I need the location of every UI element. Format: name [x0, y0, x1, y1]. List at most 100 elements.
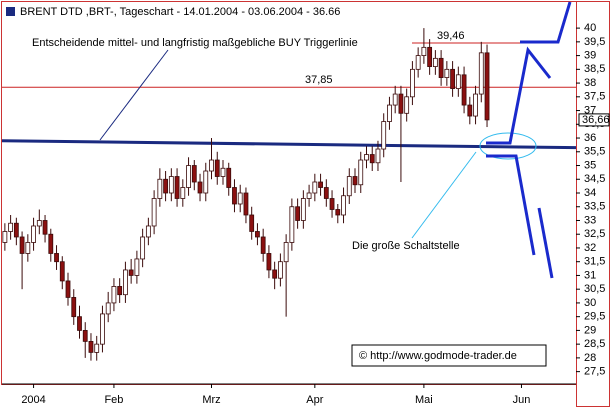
- projection-top: [520, 1, 572, 44]
- candle-body: [283, 242, 289, 263]
- candle-body: [59, 261, 65, 282]
- candle-body: [272, 269, 278, 279]
- candle-body: [335, 209, 341, 216]
- candle-body: [157, 178, 163, 199]
- candle-body: [260, 236, 266, 254]
- candle-body: [36, 220, 42, 227]
- x-tick-label: 2004: [21, 394, 45, 406]
- candle-body: [455, 74, 461, 89]
- candle-body: [427, 46, 433, 67]
- candle-body: [203, 170, 209, 194]
- candle-body: [277, 261, 283, 279]
- y-tick-label: 32,5: [584, 228, 605, 240]
- highlight-ellipse: [479, 132, 537, 160]
- candle-body: [128, 269, 134, 276]
- y-tick-label: 34: [584, 187, 596, 199]
- y-tick-label: 35: [584, 159, 596, 171]
- y-tick-label: 34,5: [584, 173, 605, 185]
- candle-body: [306, 192, 312, 199]
- y-tick-label: 35,5: [584, 146, 605, 158]
- candle-body: [346, 176, 352, 197]
- title-icon: [6, 7, 15, 16]
- y-tick-label: 39: [584, 49, 596, 61]
- candle-body: [151, 198, 157, 227]
- projection-up: [486, 46, 552, 145]
- y-tick-label: 27,5: [584, 366, 605, 378]
- x-tick-label: Mrz: [202, 394, 220, 406]
- y-tick-label: 38: [584, 77, 596, 89]
- candle-body: [375, 148, 381, 164]
- candle-body: [191, 165, 197, 183]
- candle-body: [123, 269, 128, 296]
- candle-body: [410, 68, 415, 98]
- candle-body: [71, 297, 77, 318]
- y-tick-label: 28,5: [584, 338, 605, 350]
- level-label: 37,85: [305, 74, 333, 86]
- annotation-pointer: [99, 49, 169, 141]
- candle-body: [13, 222, 19, 238]
- candle-body: [42, 220, 48, 235]
- y-tick-label: 31,5: [584, 256, 605, 268]
- candle-body: [48, 233, 54, 254]
- y-tick-label: 28: [584, 352, 596, 364]
- candle-body: [358, 159, 364, 186]
- y-tick-label: 40: [584, 22, 596, 34]
- last-price-box: [578, 113, 610, 127]
- candle-body: [180, 187, 186, 199]
- candle-body: [2, 231, 8, 243]
- candle-body: [255, 231, 260, 238]
- projection-down: [486, 154, 536, 256]
- candle-body: [484, 52, 490, 121]
- candle-body: [312, 181, 318, 194]
- candle-body: [88, 341, 94, 353]
- candle-body: [226, 167, 232, 188]
- candle-body: [381, 121, 387, 150]
- candle-body: [478, 52, 484, 95]
- candle-body: [77, 316, 82, 331]
- candle-body: [94, 343, 100, 353]
- y-tick-label: 29: [584, 324, 596, 336]
- chart-title: BRENT DTD ,BRT-, Tageschart - 14.01.2004…: [20, 6, 340, 18]
- y-tick-label: 39,5: [584, 36, 605, 48]
- candle-body: [392, 93, 398, 106]
- candle-body: [364, 154, 369, 161]
- x-tick-label: Apr: [306, 394, 323, 406]
- candle-body: [31, 225, 36, 243]
- candle-body: [214, 159, 220, 177]
- candle-body: [398, 93, 404, 114]
- candle-body: [295, 206, 301, 221]
- x-tick-label: Feb: [104, 394, 123, 406]
- candle-body: [186, 165, 191, 188]
- y-tick-label: 30: [584, 297, 596, 309]
- candle-body: [134, 258, 140, 276]
- candle-body: [369, 154, 375, 164]
- y-tick-label: 36: [584, 132, 596, 144]
- level-label: 39,46: [437, 30, 465, 42]
- axis-frame: [576, 1, 610, 407]
- y-tick-label: 33: [584, 214, 596, 226]
- candle-body: [8, 222, 14, 232]
- candle-body: [461, 74, 467, 106]
- candle-body: [266, 253, 272, 271]
- candle-body: [111, 286, 117, 304]
- y-tick-label: 37,5: [584, 91, 605, 103]
- candle-body: [140, 236, 146, 260]
- candle-body: [444, 68, 450, 78]
- candle-body: [232, 187, 237, 205]
- candle-body: [421, 46, 427, 56]
- candle-body: [387, 104, 392, 122]
- source: © http://www.godmode-trader.de: [359, 350, 517, 362]
- x-tick-label: Mai: [415, 394, 433, 406]
- candle-body: [352, 176, 358, 186]
- candle-body: [438, 57, 444, 78]
- candle-body: [289, 206, 295, 243]
- candle-body: [65, 280, 71, 298]
- candle-body: [473, 93, 478, 117]
- candle-body: [249, 214, 255, 232]
- projection-down-2: [537, 207, 554, 279]
- candle-body: [105, 302, 111, 315]
- candle-body: [145, 225, 151, 238]
- candle-body: [197, 181, 203, 194]
- callout: Die große Schaltstelle: [352, 240, 460, 252]
- candle-body: [300, 198, 306, 221]
